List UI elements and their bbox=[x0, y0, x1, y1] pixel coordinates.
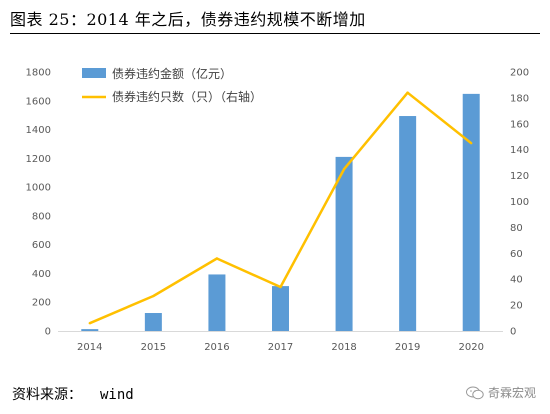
line-series bbox=[88, 91, 473, 325]
title-divider bbox=[10, 33, 540, 34]
y-right-tick-label: 80 bbox=[510, 223, 523, 234]
y-right-tick-label: 180 bbox=[510, 93, 529, 104]
y-right-tick-label: 120 bbox=[510, 171, 529, 182]
y-right-tick-label: 0 bbox=[510, 327, 516, 338]
line-point-2018 bbox=[342, 167, 346, 171]
line-point-2015 bbox=[152, 294, 155, 298]
x-tick-label: 2018 bbox=[331, 342, 356, 353]
line-point-2020 bbox=[470, 142, 473, 145]
source-value: wind bbox=[100, 387, 134, 403]
bar-series bbox=[81, 93, 480, 331]
line-point-2016 bbox=[215, 257, 219, 260]
y-left-tick-label: 600 bbox=[32, 240, 51, 251]
bar-2019 bbox=[399, 116, 417, 331]
legend-bar-swatch bbox=[82, 68, 106, 78]
legend-bar-label: 债券违约金额（亿元） bbox=[112, 66, 232, 81]
y-right-tick-label: 60 bbox=[510, 249, 523, 260]
right-axis: 0 20 40 60 80 100 120 140 160 180 200 bbox=[510, 68, 529, 338]
line-point-2019 bbox=[406, 91, 409, 94]
line-point-2014 bbox=[88, 322, 91, 325]
y-left-tick-label: 1600 bbox=[26, 96, 51, 107]
y-right-tick-label: 20 bbox=[510, 301, 523, 312]
bar-2020 bbox=[462, 93, 480, 331]
y-left-tick-label: 1000 bbox=[26, 183, 51, 194]
y-left-tick-label: 200 bbox=[32, 298, 51, 309]
y-left-tick-label: 0 bbox=[45, 327, 51, 338]
y-left-tick-label: 800 bbox=[32, 211, 51, 222]
x-axis: 2014 2015 2016 2017 2018 2019 2020 bbox=[77, 342, 484, 353]
legend: 债券违约金额（亿元） 债券违约只数（只）（右轴） bbox=[82, 66, 262, 104]
legend-line-label: 债券违约只数（只）（右轴） bbox=[112, 89, 262, 104]
bar-2018 bbox=[335, 156, 353, 331]
y-left-tick-label: 1400 bbox=[26, 125, 51, 136]
bar-2016 bbox=[208, 274, 226, 331]
x-tick-label: 2017 bbox=[268, 342, 293, 353]
y-right-tick-label: 200 bbox=[510, 68, 529, 79]
y-right-tick-label: 40 bbox=[510, 275, 523, 286]
source-note: 资料来源： wind bbox=[12, 384, 134, 404]
chart-title: 图表 25：2014 年之后，债券违约规模不断增加 bbox=[10, 10, 366, 29]
bar-2015 bbox=[144, 313, 162, 331]
line-point-2017 bbox=[279, 285, 282, 289]
x-tick-label: 2015 bbox=[141, 342, 166, 353]
y-left-tick-label: 1800 bbox=[26, 68, 51, 79]
y-right-tick-label: 140 bbox=[510, 145, 529, 156]
bar-2014 bbox=[81, 329, 99, 331]
y-right-tick-label: 100 bbox=[510, 197, 529, 208]
chart: 0 200 400 600 800 1000 1200 1400 1600 1800 0 20 40 6… bbox=[26, 66, 530, 353]
x-tick-label: 2014 bbox=[77, 342, 102, 353]
wechat-icon bbox=[465, 386, 484, 399]
bar-2017 bbox=[272, 286, 289, 331]
source-label: 资料来源： bbox=[12, 387, 82, 403]
watermark: 奇霖宏观 bbox=[465, 384, 536, 401]
watermark-text: 奇霖宏观 bbox=[487, 386, 536, 400]
x-tick-label: 2019 bbox=[395, 342, 420, 353]
y-left-tick-label: 1200 bbox=[26, 154, 51, 165]
y-right-tick-label: 160 bbox=[510, 119, 529, 130]
left-axis: 0 200 400 600 800 1000 1200 1400 1600 1800 bbox=[26, 68, 51, 338]
x-tick-label: 2016 bbox=[204, 342, 229, 353]
y-left-tick-label: 400 bbox=[32, 269, 51, 280]
x-tick-label: 2020 bbox=[458, 342, 483, 353]
